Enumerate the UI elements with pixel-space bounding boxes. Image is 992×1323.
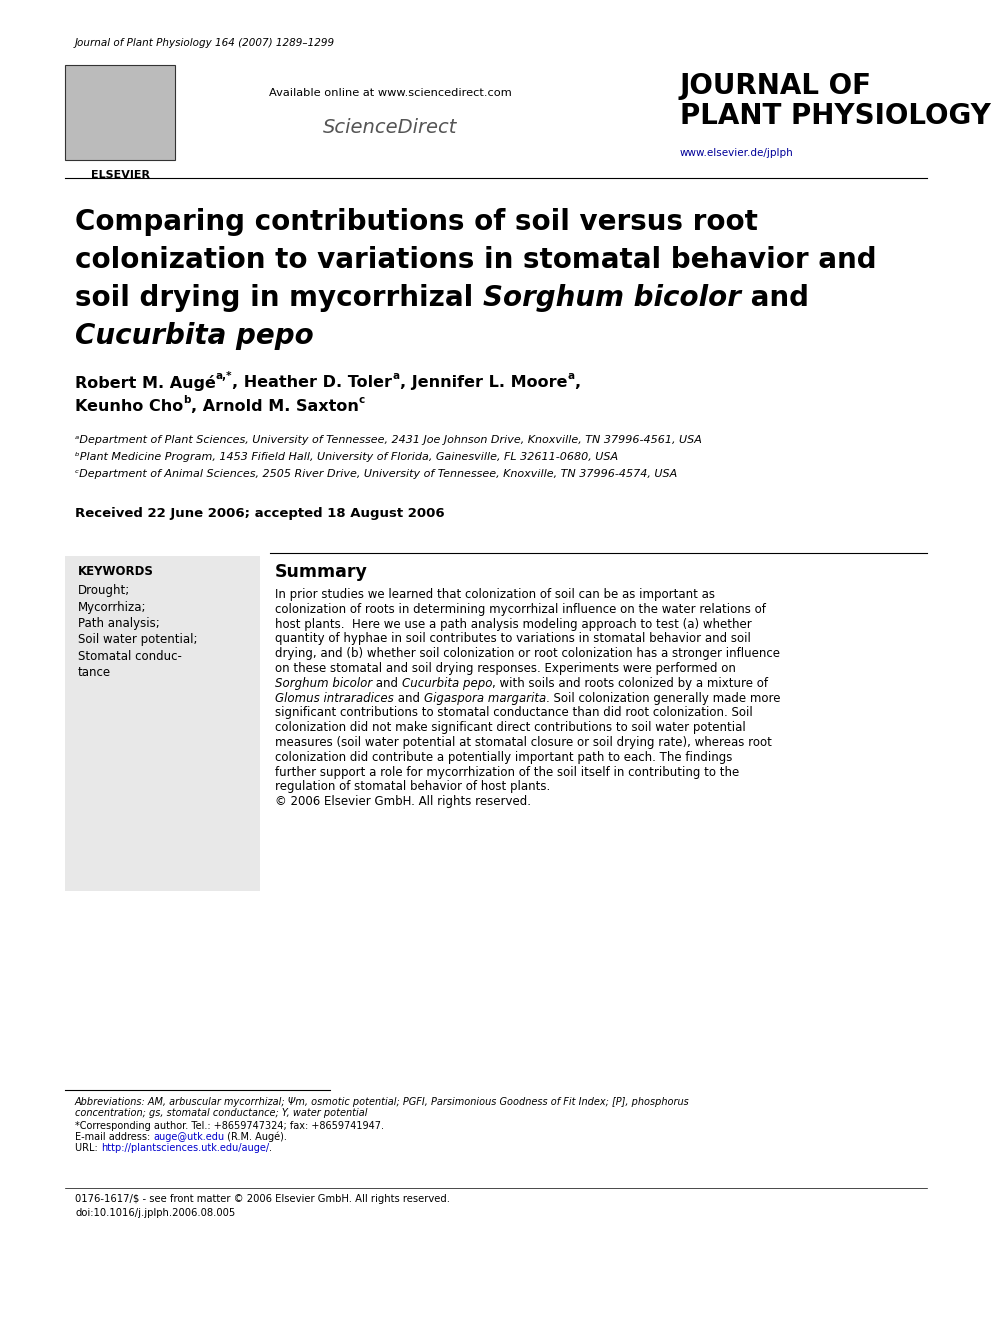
Text: Journal of Plant Physiology 164 (2007) 1289–1299: Journal of Plant Physiology 164 (2007) 1… bbox=[75, 38, 335, 48]
Text: Mycorrhiza;: Mycorrhiza; bbox=[78, 601, 147, 614]
Text: concentration; gs, stomatal conductance; Y, water potential: concentration; gs, stomatal conductance;… bbox=[75, 1107, 367, 1118]
Text: quantity of hyphae in soil contributes to variations in stomatal behavior and so: quantity of hyphae in soil contributes t… bbox=[275, 632, 751, 646]
Text: ,: , bbox=[574, 374, 580, 390]
Text: further support a role for mycorrhization of the soil itself in contributing to : further support a role for mycorrhizatio… bbox=[275, 766, 739, 779]
Text: ᶜDepartment of Animal Sciences, 2505 River Drive, University of Tennessee, Knoxv: ᶜDepartment of Animal Sciences, 2505 Riv… bbox=[75, 468, 678, 479]
Text: Sorghum bicolor: Sorghum bicolor bbox=[275, 677, 372, 689]
Text: soil drying in mycorrhizal: soil drying in mycorrhizal bbox=[75, 284, 483, 312]
Text: host plants.  Here we use a path analysis modeling approach to test (a) whether: host plants. Here we use a path analysis… bbox=[275, 618, 752, 631]
Text: Available online at www.sciencedirect.com: Available online at www.sciencedirect.co… bbox=[269, 89, 511, 98]
Text: In prior studies we learned that colonization of soil can be as important as: In prior studies we learned that coloniz… bbox=[275, 587, 715, 601]
Text: tance: tance bbox=[78, 667, 111, 680]
Text: drying, and (b) whether soil colonization or root colonization has a stronger in: drying, and (b) whether soil colonizatio… bbox=[275, 647, 780, 660]
Text: Stomatal conduc-: Stomatal conduc- bbox=[78, 650, 182, 663]
Text: E-mail address:: E-mail address: bbox=[75, 1132, 154, 1142]
Text: colonization to variations in stomatal behavior and: colonization to variations in stomatal b… bbox=[75, 246, 877, 274]
Text: Received 22 June 2006; accepted 18 August 2006: Received 22 June 2006; accepted 18 Augus… bbox=[75, 507, 444, 520]
Text: PLANT PHYSIOLOGY: PLANT PHYSIOLOGY bbox=[680, 102, 991, 130]
Text: a: a bbox=[393, 370, 400, 381]
Bar bbox=[65, 65, 175, 160]
Text: , with soils and roots colonized by a mixture of: , with soils and roots colonized by a mi… bbox=[492, 677, 769, 689]
Text: doi:10.1016/j.jplph.2006.08.005: doi:10.1016/j.jplph.2006.08.005 bbox=[75, 1208, 235, 1218]
Bar bbox=[65, 556, 260, 890]
Text: . Soil colonization generally made more: . Soil colonization generally made more bbox=[546, 692, 781, 705]
Text: colonization did not make significant direct contributions to soil water potenti: colonization did not make significant di… bbox=[275, 721, 746, 734]
Text: Drought;: Drought; bbox=[78, 583, 130, 597]
Text: ᵃDepartment of Plant Sciences, University of Tennessee, 2431 Joe Johnson Drive, : ᵃDepartment of Plant Sciences, Universit… bbox=[75, 435, 702, 445]
Text: Gigaspora margarita: Gigaspora margarita bbox=[424, 692, 546, 705]
Text: .: . bbox=[269, 1143, 272, 1154]
Text: *Corresponding author. Tel.: +8659747324; fax: +8659741947.: *Corresponding author. Tel.: +8659747324… bbox=[75, 1121, 384, 1131]
Text: Summary: Summary bbox=[275, 564, 368, 581]
Text: Abbreviations: AM, arbuscular mycorrhizal; Ψm, osmotic potential; PGFI, Parsimon: Abbreviations: AM, arbuscular mycorrhiza… bbox=[75, 1097, 689, 1107]
Text: b: b bbox=[184, 396, 190, 405]
Text: on these stomatal and soil drying responses. Experiments were performed on: on these stomatal and soil drying respon… bbox=[275, 662, 736, 675]
Text: measures (soil water potential at stomatal closure or soil drying rate), whereas: measures (soil water potential at stomat… bbox=[275, 736, 772, 749]
Text: Cucurbita pepo: Cucurbita pepo bbox=[75, 321, 313, 351]
Text: http://plantsciences.utk.edu/auge/: http://plantsciences.utk.edu/auge/ bbox=[101, 1143, 269, 1154]
Text: © 2006 Elsevier GmbH. All rights reserved.: © 2006 Elsevier GmbH. All rights reserve… bbox=[275, 795, 531, 808]
Text: significant contributions to stomatal conductance than did root colonization. So: significant contributions to stomatal co… bbox=[275, 706, 753, 720]
Text: URL:: URL: bbox=[75, 1143, 101, 1154]
Text: , Arnold M. Saxton: , Arnold M. Saxton bbox=[190, 400, 359, 414]
Text: and: and bbox=[394, 692, 424, 705]
Text: www.elsevier.de/jplph: www.elsevier.de/jplph bbox=[680, 148, 794, 157]
Text: ELSEVIER: ELSEVIER bbox=[90, 169, 150, 180]
Text: 0176-1617/$ - see front matter © 2006 Elsevier GmbH. All rights reserved.: 0176-1617/$ - see front matter © 2006 El… bbox=[75, 1193, 450, 1204]
Text: Path analysis;: Path analysis; bbox=[78, 617, 160, 630]
Text: JOURNAL OF: JOURNAL OF bbox=[680, 71, 872, 101]
Text: colonization of roots in determining mycorrhizal influence on the water relation: colonization of roots in determining myc… bbox=[275, 603, 766, 615]
Text: Glomus intraradices: Glomus intraradices bbox=[275, 692, 394, 705]
Text: Keunho Cho: Keunho Cho bbox=[75, 400, 184, 414]
Text: and: and bbox=[372, 677, 402, 689]
Text: Comparing contributions of soil versus root: Comparing contributions of soil versus r… bbox=[75, 208, 758, 235]
Text: Soil water potential;: Soil water potential; bbox=[78, 634, 197, 647]
Text: Cucurbita pepo: Cucurbita pepo bbox=[402, 677, 492, 689]
Text: a,*: a,* bbox=[216, 370, 232, 381]
Text: , Jennifer L. Moore: , Jennifer L. Moore bbox=[400, 374, 567, 390]
Text: (R.M. Augé).: (R.M. Augé). bbox=[224, 1132, 288, 1143]
Text: ScienceDirect: ScienceDirect bbox=[322, 118, 457, 138]
Text: and: and bbox=[741, 284, 808, 312]
Text: a: a bbox=[567, 370, 574, 381]
Text: Sorghum bicolor: Sorghum bicolor bbox=[483, 284, 741, 312]
Text: Robert M. Augé: Robert M. Augé bbox=[75, 374, 216, 392]
Text: KEYWORDS: KEYWORDS bbox=[78, 565, 154, 578]
Text: c: c bbox=[359, 396, 365, 405]
Text: colonization did contribute a potentially important path to each. The findings: colonization did contribute a potentiall… bbox=[275, 750, 732, 763]
Text: , Heather D. Toler: , Heather D. Toler bbox=[232, 374, 393, 390]
Text: auge@utk.edu: auge@utk.edu bbox=[154, 1132, 224, 1142]
Text: regulation of stomatal behavior of host plants.: regulation of stomatal behavior of host … bbox=[275, 781, 551, 794]
Text: ᵇPlant Medicine Program, 1453 Fifield Hall, University of Florida, Gainesville, : ᵇPlant Medicine Program, 1453 Fifield Ha… bbox=[75, 452, 618, 462]
